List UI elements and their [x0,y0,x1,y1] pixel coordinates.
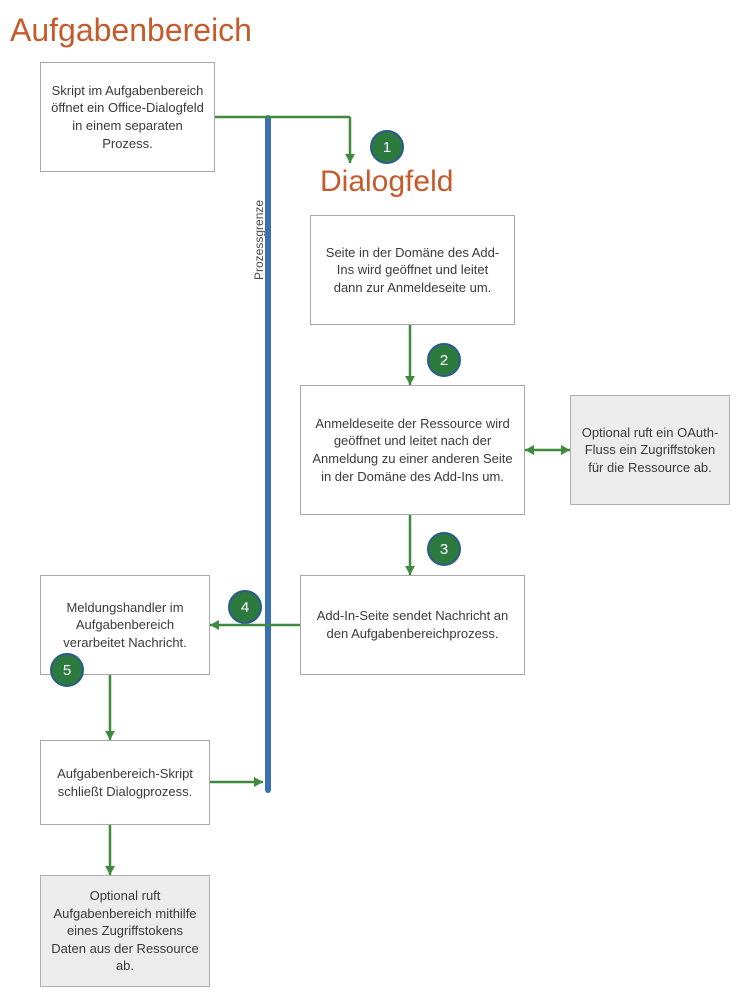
node-signin-redirect: Anmeldeseite der Ressource wird geöffnet… [300,385,525,515]
step-badge-1: 1 [370,130,404,164]
step-badge-2: 2 [427,343,461,377]
node-send-message: Add-In-Seite sendet Nachricht an den Auf… [300,575,525,675]
node-oauth-optional: Optional ruft ein OAuth-Fluss ein Zugrif… [570,395,730,505]
node-fetch-data-optional: Optional ruft Aufgabenbereich mithilfe e… [40,875,210,987]
process-boundary-label: Prozessgrenze [252,200,266,280]
step-badge-3: 3 [427,532,461,566]
node-close-dialog: Aufgabenbereich-Skript schließt Dialogpr… [40,740,210,825]
node-dialog-open-page: Seite in der Domäne des Add-Ins wird geö… [310,215,515,325]
flowchart-canvas: Aufgabenbereich Dialogfeld Skript im Auf… [0,0,746,993]
title-right: Dialogfeld [320,165,453,199]
node-taskpane-open-dialog: Skript im Aufgabenbereich öffnet ein Off… [40,62,215,172]
step-badge-4: 4 [228,590,262,624]
title-left: Aufgabenbereich [10,12,252,49]
step-badge-5: 5 [50,653,84,687]
